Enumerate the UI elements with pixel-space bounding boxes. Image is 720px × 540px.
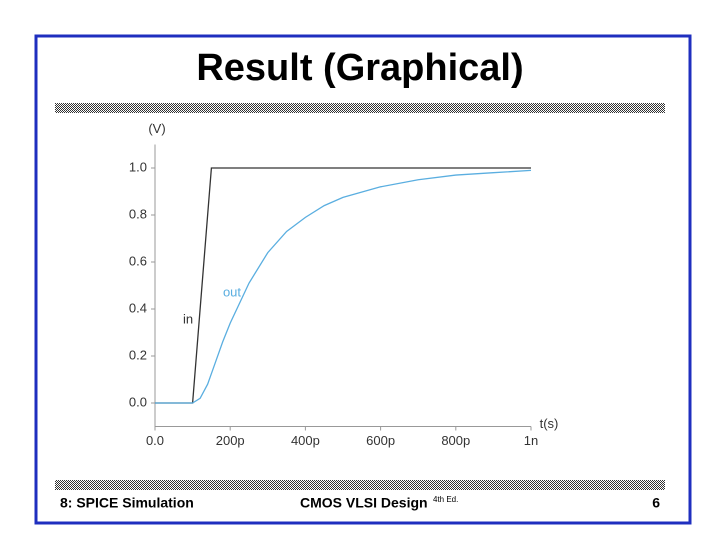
x-tick-label: 600p xyxy=(366,433,395,448)
y-tick-label: 0.6 xyxy=(129,253,147,268)
x-tick-label: 200p xyxy=(216,433,245,448)
slide-border xyxy=(34,34,692,525)
page-number: 6 xyxy=(652,495,660,511)
x-tick-label: 0.0 xyxy=(146,433,164,448)
chart: (V) t(s) 0.0 0.2 0.4 0.6 0.8 1.0 0.0 200p 400p 600p… xyxy=(129,121,558,448)
footer-rule xyxy=(55,480,665,490)
series-line xyxy=(155,169,532,404)
footer-center: CMOS VLSI Design xyxy=(300,495,428,511)
series-label: in xyxy=(183,311,193,326)
y-tick-label: 0.2 xyxy=(129,347,147,362)
y-tick-label: 0.4 xyxy=(129,300,147,315)
series-label: out xyxy=(223,284,241,299)
footer-edition: 4th Ed. xyxy=(433,495,458,504)
y-tick-label: 1.0 xyxy=(129,159,147,174)
y-axis-label: (V) xyxy=(148,121,165,136)
x-tick-label: 1n xyxy=(524,433,538,448)
x-tick-label: 800p xyxy=(441,433,470,448)
x-tick-label: 400p xyxy=(291,433,320,448)
y-tick-label: 0.8 xyxy=(129,206,147,221)
y-tick-label: 0.0 xyxy=(129,394,147,409)
title-rule xyxy=(55,103,665,113)
slide-title: Result (Graphical) xyxy=(196,47,523,89)
series-line xyxy=(155,167,531,404)
footer-left: 8: SPICE Simulation xyxy=(60,495,194,511)
x-axis-label: t(s) xyxy=(540,416,559,431)
